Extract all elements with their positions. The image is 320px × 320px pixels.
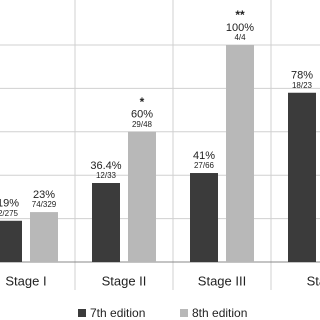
legend-label: 8th edition [192,306,247,320]
bar [226,45,254,262]
count-label: 29/48 [132,120,153,129]
bar [288,92,316,263]
x-tick-label: Stage III [198,273,246,288]
legend-swatch [180,309,188,317]
bar [92,183,120,262]
legend-label: 7th edition [90,306,145,320]
significance-marker: * [140,95,145,109]
bar [190,173,218,262]
count-label: 12/33 [96,171,117,180]
bar [30,212,58,262]
value-label: 60% [131,109,153,121]
value-label: 36.4% [90,160,121,172]
x-tick-label: Stage I [5,273,46,288]
value-label: 78% [291,70,313,82]
count-label: 4/4 [234,33,246,42]
x-tick-label: Stag [307,273,320,288]
count-label: 18/23 [292,81,313,90]
value-label: 19% [0,198,19,210]
count-label: 74/329 [32,200,57,209]
count-label: 27/66 [194,161,215,170]
significance-marker: ** [235,8,245,22]
legend-swatch [78,309,86,317]
bar [0,220,22,262]
bar [128,131,156,262]
x-tick-label: Stage II [102,273,147,288]
value-label: 23% [33,189,55,201]
value-label: 100% [226,22,254,34]
count-label: 2/275 [0,209,19,218]
value-label: 41% [193,150,215,162]
